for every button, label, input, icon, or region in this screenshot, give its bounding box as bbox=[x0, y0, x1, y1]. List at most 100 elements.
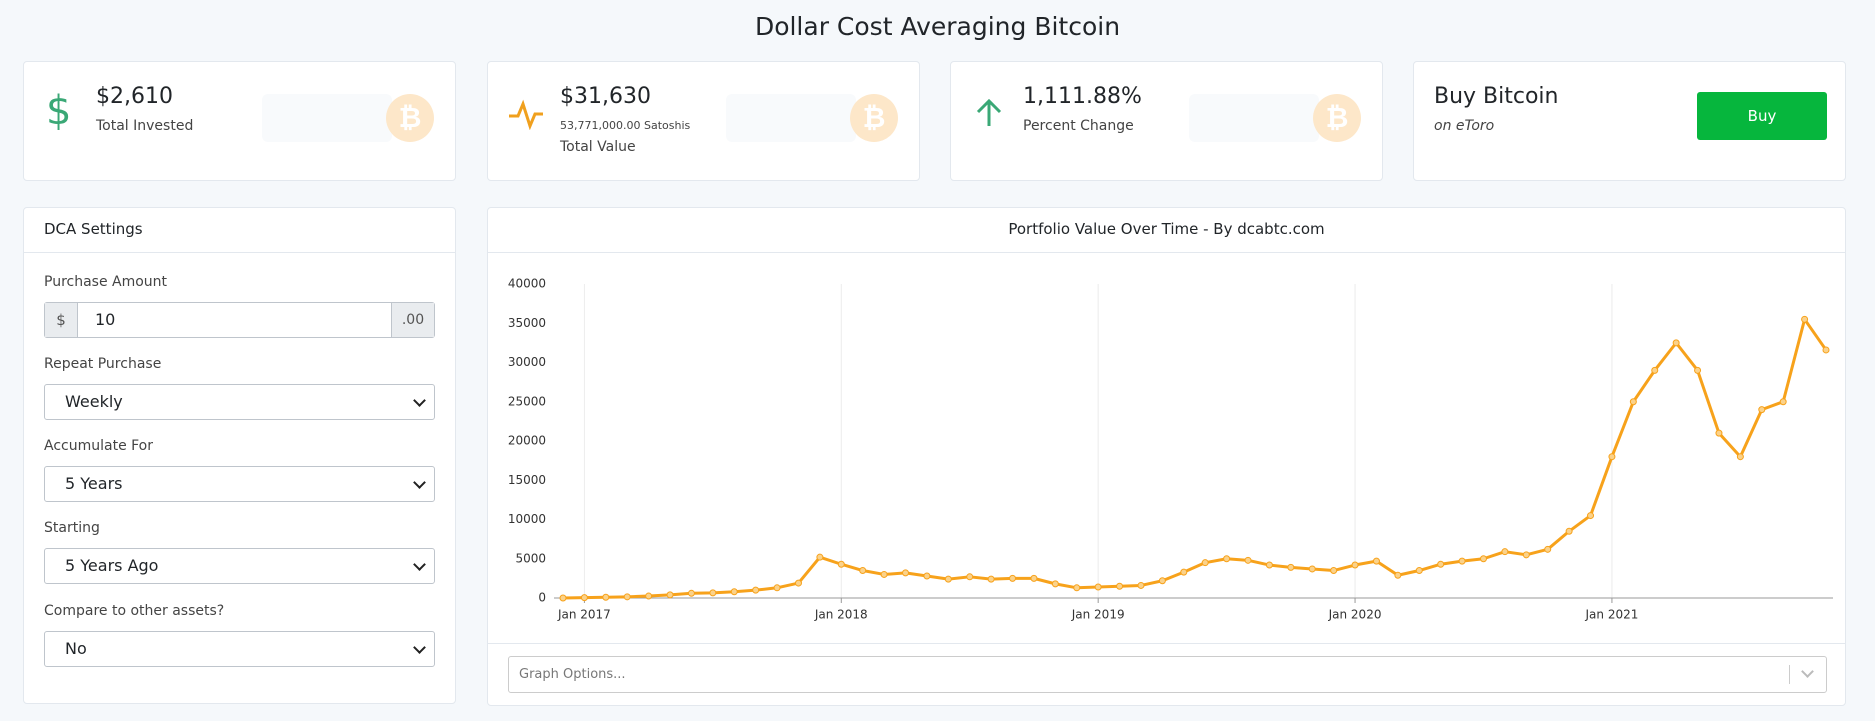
point bbox=[837, 560, 845, 568]
point bbox=[1372, 557, 1380, 565]
point bbox=[1094, 583, 1102, 591]
y-tick-label: 40000 bbox=[508, 277, 546, 291]
point bbox=[602, 593, 610, 601]
point bbox=[1758, 406, 1766, 414]
point bbox=[880, 570, 888, 578]
point bbox=[687, 589, 695, 597]
repeat-select[interactable]: Weekly bbox=[44, 384, 435, 420]
point bbox=[1779, 398, 1787, 406]
point bbox=[1565, 527, 1573, 535]
page-title: Dollar Cost Averaging Bitcoin bbox=[754, 12, 1121, 41]
placeholder bbox=[1189, 94, 1319, 142]
point bbox=[1158, 577, 1166, 585]
point bbox=[1415, 567, 1423, 575]
chart-title: Portfolio Value Over Time - By dcabtc.co… bbox=[1008, 220, 1325, 238]
point bbox=[1330, 567, 1338, 575]
point bbox=[1629, 398, 1637, 406]
y-tick-label: 25000 bbox=[508, 394, 546, 408]
chevron bbox=[1801, 665, 1814, 678]
point bbox=[902, 569, 910, 577]
y-tick-label: 20000 bbox=[508, 434, 546, 448]
point bbox=[645, 592, 653, 600]
stat-sub: 53,771,000.00 Satoshis bbox=[560, 119, 691, 132]
point bbox=[1672, 339, 1680, 347]
point bbox=[1180, 568, 1188, 576]
point bbox=[1137, 581, 1145, 589]
input-suffix: .00 bbox=[391, 303, 434, 337]
point bbox=[1608, 453, 1616, 461]
compare-select[interactable]: No bbox=[44, 631, 435, 667]
buy-sub: on eToro bbox=[1434, 118, 1495, 134]
y-tick-label: 30000 bbox=[508, 355, 546, 369]
point bbox=[1501, 548, 1509, 556]
divider bbox=[488, 252, 1845, 253]
x-tick-label: Jan 2017 bbox=[557, 608, 611, 622]
field-label: Repeat Purchase bbox=[44, 356, 162, 372]
point bbox=[1587, 512, 1595, 520]
point bbox=[1522, 551, 1530, 559]
point bbox=[1736, 453, 1744, 461]
field-label: Compare to other assets? bbox=[44, 603, 225, 619]
buy-title: Buy Bitcoin bbox=[1434, 84, 1559, 109]
point bbox=[1437, 560, 1445, 568]
input-prefix: $ bbox=[45, 303, 78, 337]
starting-select[interactable]: 5 Years Ago bbox=[44, 548, 435, 584]
field-label: Accumulate For bbox=[44, 438, 154, 454]
point bbox=[923, 572, 931, 580]
amount-input[interactable]: $ 10 .00 bbox=[44, 302, 435, 338]
point bbox=[1051, 580, 1059, 588]
pulse-icon bbox=[509, 99, 543, 130]
point bbox=[773, 584, 781, 592]
x-tick-label: Jan 2020 bbox=[1328, 608, 1382, 622]
panel-title: DCA Settings bbox=[44, 220, 143, 238]
point bbox=[1223, 555, 1231, 563]
bitcoin-icon: ₿ bbox=[1313, 94, 1361, 142]
settings-panel: DCA Settings Purchase Amount $ 10 .00 Re… bbox=[23, 207, 456, 704]
buy-button[interactable]: Buy bbox=[1697, 92, 1827, 140]
chart: 0 5000 10000 15000 20000 25000 30000 35000 40000… bbox=[508, 277, 1833, 622]
point bbox=[1544, 545, 1552, 553]
point bbox=[1801, 315, 1809, 323]
arrow-up-icon bbox=[976, 98, 1002, 126]
point bbox=[1694, 366, 1702, 374]
point bbox=[623, 593, 631, 601]
line bbox=[562, 317, 1828, 600]
point bbox=[752, 586, 760, 594]
point bbox=[1308, 565, 1316, 573]
y-tick-label: 5000 bbox=[515, 551, 546, 565]
point bbox=[1287, 563, 1295, 571]
y-tick-label: 35000 bbox=[508, 316, 546, 330]
accumulate-select[interactable]: 5 Years bbox=[44, 466, 435, 502]
x-tick-label: Jan 2019 bbox=[1071, 608, 1125, 622]
graph-options-select[interactable]: Graph Options... bbox=[508, 656, 1827, 693]
x-tick-label: Jan 2018 bbox=[814, 608, 868, 622]
point bbox=[944, 575, 952, 583]
point bbox=[1651, 366, 1659, 374]
placeholder-text: Graph Options... bbox=[519, 667, 626, 682]
input-value: 10 bbox=[95, 310, 116, 329]
y-tick-label: 0 bbox=[538, 591, 546, 605]
bitcoin-icon: ₿ bbox=[386, 94, 434, 142]
y-tick-label: 10000 bbox=[508, 512, 546, 526]
stat-card: 1,111.88% Percent Change ₿ bbox=[950, 61, 1383, 181]
field-label: Starting bbox=[44, 520, 100, 536]
point bbox=[966, 573, 974, 581]
divider bbox=[24, 252, 455, 253]
stat-value: $31,630 bbox=[560, 84, 651, 109]
point bbox=[794, 579, 802, 587]
stat-label: Total Invested bbox=[96, 118, 194, 134]
bitcoin-icon: ₿ bbox=[850, 94, 898, 142]
point bbox=[1351, 561, 1359, 569]
chart-panel: Portfolio Value Over Time - By dcabtc.co… bbox=[487, 207, 1846, 706]
stat-value: $2,610 bbox=[96, 84, 173, 109]
point bbox=[1030, 574, 1038, 582]
point bbox=[1458, 557, 1466, 565]
x-tick-label: Jan 2021 bbox=[1585, 608, 1639, 622]
point bbox=[1244, 556, 1252, 564]
separator bbox=[1789, 665, 1790, 684]
stat-label: Total Value bbox=[560, 139, 636, 155]
point bbox=[709, 589, 717, 597]
point bbox=[1073, 584, 1081, 592]
point bbox=[1265, 561, 1273, 569]
